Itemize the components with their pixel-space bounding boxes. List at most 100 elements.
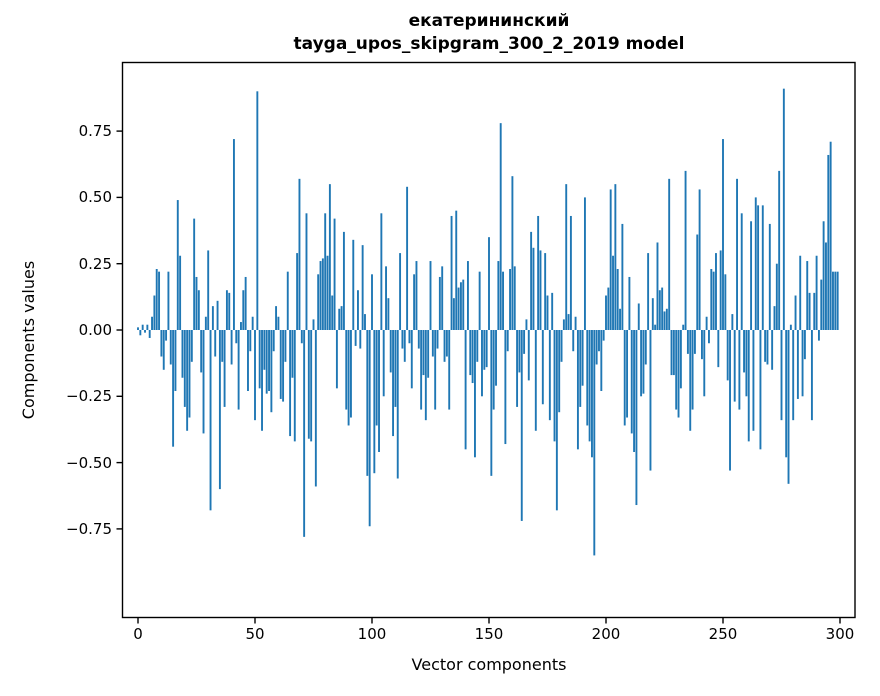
- bar: [240, 322, 242, 330]
- bar: [794, 295, 797, 330]
- bar: [335, 330, 338, 389]
- bar: [457, 287, 460, 330]
- bar: [427, 330, 430, 378]
- bar: [541, 330, 544, 405]
- bar: [265, 330, 268, 394]
- bar: [679, 330, 682, 389]
- bar: [598, 330, 600, 352]
- bar: [661, 287, 664, 330]
- bar: [165, 330, 168, 341]
- bar: [293, 330, 296, 442]
- bar: [307, 330, 310, 439]
- bar: [190, 330, 193, 362]
- bar: [532, 247, 535, 330]
- bar: [455, 210, 458, 330]
- bar: [820, 279, 823, 330]
- bar: [298, 178, 301, 330]
- bar: [172, 330, 175, 447]
- bar: [153, 295, 156, 330]
- bar: [445, 330, 448, 357]
- bar: [321, 258, 324, 330]
- bar: [441, 266, 444, 330]
- bar: [523, 330, 526, 354]
- bar: [754, 197, 757, 330]
- bar: [520, 330, 523, 521]
- bar: [261, 330, 263, 431]
- bar: [380, 213, 383, 330]
- bar: [151, 316, 153, 330]
- bar: [813, 292, 816, 330]
- bar: [291, 330, 294, 378]
- bar: [282, 330, 285, 402]
- bar: [179, 255, 182, 330]
- bar: [708, 330, 710, 344]
- bar: [504, 330, 507, 445]
- bar: [183, 330, 186, 407]
- bar: [583, 197, 586, 330]
- bar: [193, 218, 196, 330]
- bar: [815, 255, 818, 330]
- bar: [443, 330, 446, 362]
- bar: [640, 330, 643, 397]
- bar: [607, 287, 610, 330]
- bar: [139, 330, 142, 336]
- bar: [242, 290, 245, 330]
- bar: [319, 261, 322, 330]
- bar: [691, 330, 694, 410]
- bar: [663, 311, 666, 330]
- bar: [200, 330, 203, 373]
- bar: [464, 330, 467, 450]
- bar: [258, 330, 261, 389]
- bar: [326, 255, 329, 330]
- bar: [186, 330, 189, 431]
- bar: [378, 330, 380, 452]
- bar: [780, 330, 783, 421]
- bar: [724, 274, 727, 330]
- bar: [396, 330, 399, 479]
- bar: [705, 316, 708, 330]
- bar: [357, 290, 359, 330]
- x-tick-label: 300: [825, 625, 855, 643]
- bar: [408, 330, 411, 344]
- bar: [181, 330, 184, 378]
- bar: [832, 271, 834, 330]
- bar: [773, 306, 776, 330]
- bar: [137, 327, 139, 330]
- bar: [548, 330, 551, 421]
- bar: [726, 330, 729, 381]
- bar: [314, 330, 317, 487]
- bar: [286, 271, 289, 330]
- bar: [197, 290, 200, 330]
- bar: [675, 330, 678, 410]
- bar: [438, 276, 441, 330]
- bar: [272, 330, 275, 352]
- bar: [218, 330, 221, 490]
- bar: [829, 141, 832, 330]
- bar: [775, 263, 778, 330]
- bar: [591, 330, 593, 458]
- bar: [364, 314, 366, 330]
- bar: [342, 231, 345, 330]
- bar: [324, 213, 327, 330]
- bar: [207, 250, 210, 330]
- bar: [567, 314, 570, 330]
- bar: [642, 330, 645, 394]
- bar: [738, 330, 741, 410]
- bar: [665, 308, 668, 330]
- bar: [169, 330, 172, 365]
- bar: [310, 330, 313, 442]
- bar: [434, 330, 437, 410]
- bar: [766, 330, 769, 365]
- bar: [827, 154, 830, 330]
- bar: [354, 330, 357, 346]
- bar: [562, 319, 565, 330]
- bar: [803, 330, 806, 360]
- bar: [677, 330, 680, 418]
- bar: [459, 282, 462, 330]
- bar: [579, 330, 582, 407]
- bar: [474, 330, 476, 458]
- bar: [684, 170, 687, 330]
- bar: [158, 271, 161, 330]
- bar: [284, 330, 287, 362]
